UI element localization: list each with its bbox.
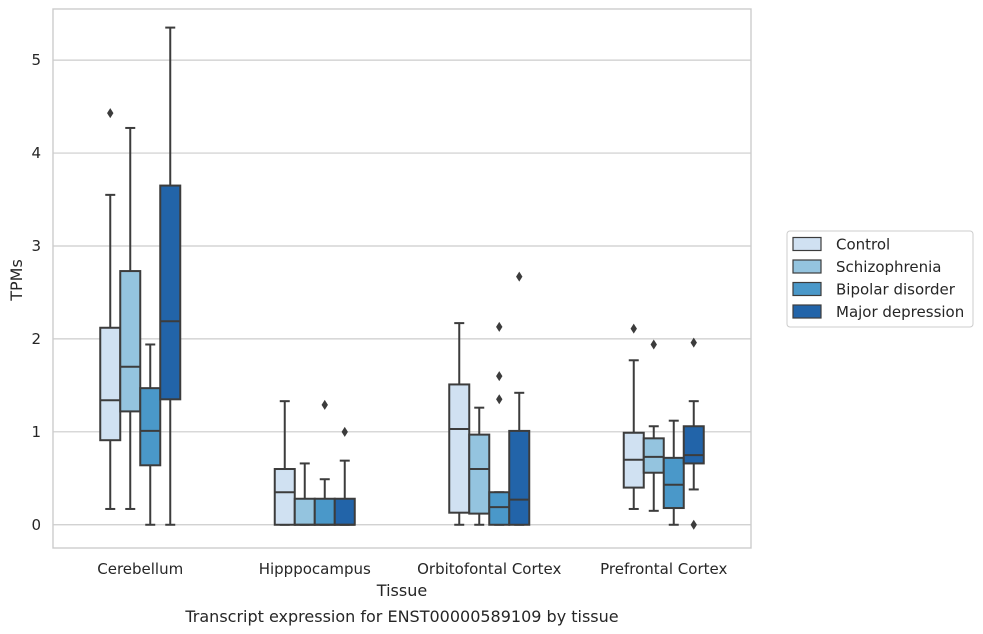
box-rect bbox=[273, 468, 296, 526]
legend-label: Bipolar disorder bbox=[836, 281, 956, 299]
box-rect bbox=[99, 326, 122, 442]
outlier-point bbox=[496, 371, 503, 382]
legend-swatch bbox=[792, 281, 822, 297]
box-rect bbox=[448, 383, 471, 514]
outlier-point bbox=[650, 339, 657, 350]
box-group bbox=[468, 406, 491, 526]
y-tick-label: 2 bbox=[31, 330, 41, 348]
x-axis-ticks: Cerebellum Hipppocampus Orbitofontal Corte… bbox=[97, 560, 727, 578]
box-rect bbox=[159, 184, 182, 401]
x-tick-label: Prefrontal Cortex bbox=[600, 560, 727, 578]
box-group bbox=[333, 426, 356, 526]
box-group bbox=[508, 271, 531, 526]
box-rect bbox=[313, 497, 336, 526]
legend-label: Control bbox=[836, 236, 890, 254]
box-group bbox=[488, 321, 511, 526]
box-rect bbox=[468, 433, 491, 515]
y-tick-label: 1 bbox=[31, 423, 41, 441]
legend-label: Major depression bbox=[836, 303, 964, 321]
outlier-point bbox=[630, 323, 637, 334]
y-axis-label: TPMs bbox=[7, 259, 26, 302]
box-group bbox=[273, 400, 296, 526]
x-tick-label: Orbitofontal Cortex bbox=[417, 560, 561, 578]
box-group bbox=[682, 337, 705, 530]
box-rect bbox=[333, 497, 356, 526]
y-tick-label: 4 bbox=[31, 144, 41, 162]
boxes bbox=[99, 26, 705, 530]
outlier-point bbox=[496, 321, 503, 332]
outlier-point bbox=[690, 337, 697, 348]
box-group bbox=[662, 419, 685, 526]
legend: Control Schizophrenia Bipolar disorder Majo… bbox=[786, 230, 974, 328]
y-axis-ticks: 0 1 2 3 4 5 bbox=[31, 51, 41, 534]
box-group bbox=[642, 339, 665, 512]
box-group bbox=[119, 126, 142, 510]
box-group bbox=[448, 322, 471, 526]
y-tick-label: 3 bbox=[31, 237, 41, 255]
box-group bbox=[159, 26, 182, 526]
figure-caption: Transcript expression for ENST0000058910… bbox=[184, 607, 618, 626]
plot-area-frame bbox=[52, 8, 752, 549]
box-group bbox=[313, 399, 336, 526]
box-rect bbox=[508, 429, 531, 526]
box-group bbox=[99, 108, 122, 510]
outlier-point bbox=[516, 271, 523, 282]
box-rect bbox=[139, 387, 162, 467]
box-rect bbox=[119, 270, 142, 413]
legend-swatch bbox=[792, 304, 822, 319]
box-group bbox=[293, 462, 316, 526]
legend-swatch bbox=[792, 259, 822, 274]
y-tick-label: 0 bbox=[31, 516, 41, 534]
legend-swatch bbox=[792, 236, 822, 252]
outlier-point bbox=[321, 399, 328, 410]
outlier-point bbox=[690, 519, 697, 530]
outlier-point bbox=[107, 108, 114, 119]
outlier-point bbox=[341, 426, 348, 437]
box-rect bbox=[682, 425, 705, 465]
box-rect bbox=[642, 437, 665, 474]
x-tick-label: Hipppocampus bbox=[259, 560, 371, 578]
box-rect bbox=[662, 456, 685, 510]
x-axis-label: Tissue bbox=[376, 581, 427, 600]
box-group bbox=[622, 323, 645, 510]
y-tick-label: 5 bbox=[31, 51, 41, 69]
box-group bbox=[139, 343, 162, 526]
box-rect bbox=[488, 491, 511, 526]
outlier-point bbox=[496, 394, 503, 405]
legend-label: Schizophrenia bbox=[836, 258, 941, 276]
x-tick-label: Cerebellum bbox=[97, 560, 183, 578]
box-rect bbox=[293, 497, 316, 526]
legend-frame bbox=[786, 230, 974, 328]
